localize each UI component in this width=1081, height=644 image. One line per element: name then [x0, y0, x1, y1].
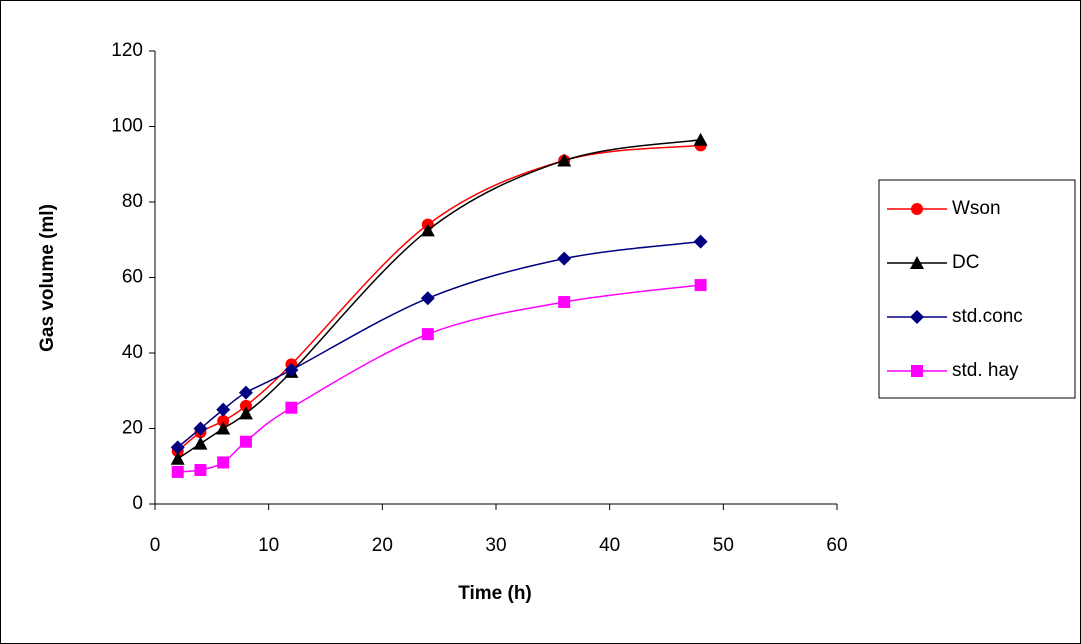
marker: [911, 203, 923, 215]
y-tick-label: 60: [122, 267, 143, 288]
legend-label: DC: [952, 252, 979, 273]
marker: [911, 365, 923, 377]
x-tick-label: 60: [826, 535, 847, 556]
marker: [285, 402, 297, 414]
chart: Time (h) Gas volume (ml) 020406080100120…: [0, 0, 1081, 644]
x-tick-label: 10: [258, 535, 279, 556]
legend-label: std.conc: [952, 306, 1023, 327]
marker: [422, 328, 434, 340]
legend-label: Wson: [952, 198, 1001, 219]
marker: [558, 296, 570, 308]
marker: [217, 456, 229, 468]
y-axis-title: Gas volume (ml): [37, 204, 58, 352]
y-tick-label: 0: [132, 493, 143, 514]
y-tick-label: 40: [122, 342, 143, 363]
y-tick-label: 100: [111, 116, 143, 137]
x-tick-label: 50: [713, 535, 734, 556]
x-axis-title: Time (h): [458, 583, 532, 604]
x-tick-label: 20: [372, 535, 393, 556]
marker: [240, 436, 252, 448]
y-tick-label: 80: [122, 191, 143, 212]
marker: [194, 464, 206, 476]
x-tick-label: 40: [599, 535, 620, 556]
legend-label: std. hay: [952, 360, 1019, 381]
y-tick-label: 120: [111, 40, 143, 61]
marker: [172, 466, 184, 478]
y-tick-label: 20: [122, 418, 143, 439]
x-tick-label: 30: [485, 535, 506, 556]
x-tick-label: 0: [150, 535, 161, 556]
marker: [695, 279, 707, 291]
